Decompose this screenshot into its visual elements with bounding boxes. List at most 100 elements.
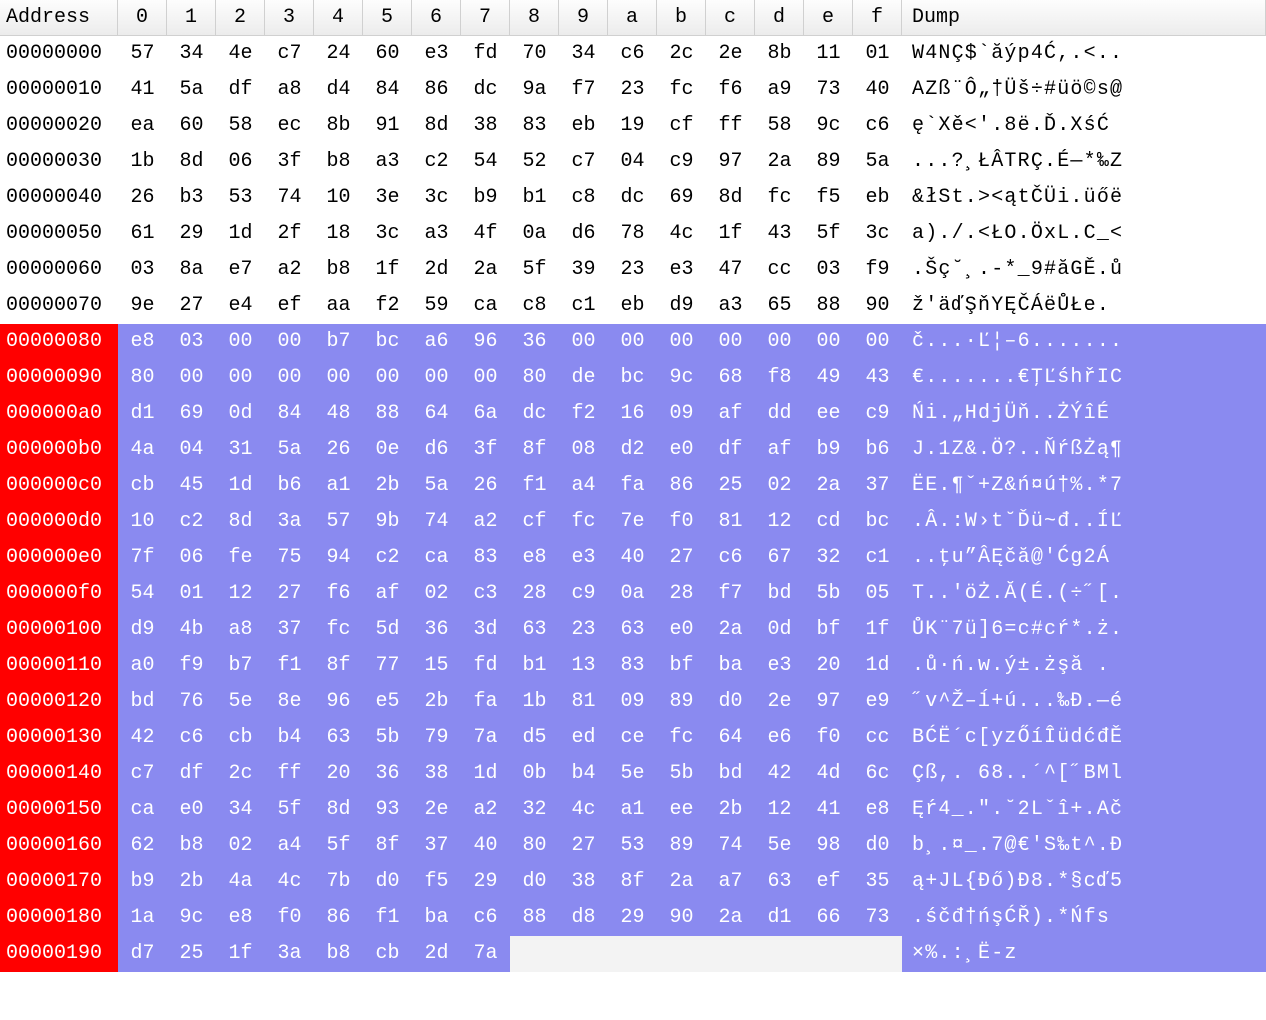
- byte-cell[interactable]: 6a: [461, 396, 510, 432]
- byte-cell[interactable]: 00: [216, 360, 265, 396]
- byte-cell[interactable]: 4a: [118, 432, 167, 468]
- byte-cell[interactable]: 40: [608, 540, 657, 576]
- header-byte-col-d[interactable]: d: [755, 0, 804, 35]
- byte-cell[interactable]: 23: [608, 72, 657, 108]
- byte-cell[interactable]: 5a: [265, 432, 314, 468]
- byte-cell[interactable]: 8d: [412, 108, 461, 144]
- dump-cell[interactable]: Çß,. 68..´^[˝BMl: [902, 756, 1266, 792]
- byte-cell[interactable]: 28: [657, 576, 706, 612]
- byte-cell[interactable]: 80: [510, 828, 559, 864]
- header-byte-col-0[interactable]: 0: [118, 0, 167, 35]
- byte-cell[interactable]: 8e: [265, 684, 314, 720]
- byte-cell[interactable]: 90: [657, 900, 706, 936]
- byte-cell[interactable]: 29: [461, 864, 510, 900]
- byte-cell[interactable]: 88: [510, 900, 559, 936]
- byte-cell[interactable]: 25: [167, 936, 216, 972]
- dump-cell[interactable]: ...?¸ŁÂTRÇ.É—*‰Z: [902, 144, 1266, 180]
- byte-cell[interactable]: e7: [216, 252, 265, 288]
- hex-row[interactable]: 0000016062b802a45f8f374080275389745e98d0…: [0, 828, 1266, 864]
- byte-cell[interactable]: f2: [559, 396, 608, 432]
- byte-cell[interactable]: ca: [118, 792, 167, 828]
- byte-cell[interactable]: 09: [608, 684, 657, 720]
- address-cell[interactable]: 000000e0: [0, 540, 118, 576]
- byte-cell[interactable]: 5f: [804, 216, 853, 252]
- dump-cell[interactable]: T..'öŻ.Ă(É.(÷˝[.: [902, 576, 1266, 612]
- byte-cell[interactable]: bd: [755, 576, 804, 612]
- byte-cell[interactable]: ca: [412, 540, 461, 576]
- byte-cell[interactable]: f7: [559, 72, 608, 108]
- address-cell[interactable]: 00000180: [0, 900, 118, 936]
- byte-cell[interactable]: fc: [314, 612, 363, 648]
- byte-cell[interactable]: 1a: [118, 900, 167, 936]
- address-cell[interactable]: 00000000: [0, 36, 118, 72]
- byte-cell[interactable]: cb: [216, 720, 265, 756]
- byte-cell[interactable]: 96: [314, 684, 363, 720]
- byte-cell[interactable]: 8d: [167, 144, 216, 180]
- byte-cell[interactable]: b8: [314, 144, 363, 180]
- byte-cell[interactable]: 39: [559, 252, 608, 288]
- byte-cell[interactable]: 78: [608, 216, 657, 252]
- hex-row[interactable]: 000000c0cb451db6a12b5a26f1a4fa8625022a37…: [0, 468, 1266, 504]
- byte-cell[interactable]: 0b: [510, 756, 559, 792]
- byte-cell[interactable]: 49: [804, 360, 853, 396]
- byte-cell[interactable]: cc: [755, 252, 804, 288]
- byte-cell[interactable]: 03: [804, 252, 853, 288]
- byte-cell[interactable]: ea: [118, 108, 167, 144]
- dump-cell[interactable]: ę`Xě<'.8ë.Ď.XśĆ: [902, 108, 1266, 144]
- hex-row[interactable]: 00000140c7df2cff2036381d0bb45e5bbd424d6c…: [0, 756, 1266, 792]
- byte-cell[interactable]: b1: [510, 180, 559, 216]
- byte-cell[interactable]: b4: [559, 756, 608, 792]
- byte-cell[interactable]: e0: [657, 432, 706, 468]
- byte-cell[interactable]: 52: [510, 144, 559, 180]
- byte-cell[interactable]: 00: [216, 324, 265, 360]
- byte-cell[interactable]: 4f: [461, 216, 510, 252]
- address-cell[interactable]: 00000020: [0, 108, 118, 144]
- byte-cell[interactable]: b9: [804, 432, 853, 468]
- dump-cell[interactable]: .ů·ń.w.ý±.żşă .: [902, 648, 1266, 684]
- header-byte-col-1[interactable]: 1: [167, 0, 216, 35]
- byte-cell[interactable]: 34: [167, 36, 216, 72]
- hex-rows[interactable]: 0000000057344ec72460e3fd7034c62c2e8b1101…: [0, 36, 1266, 972]
- byte-cell[interactable]: 23: [559, 612, 608, 648]
- byte-cell[interactable]: 4a: [216, 864, 265, 900]
- byte-cell[interactable]: f1: [363, 900, 412, 936]
- byte-cell[interactable]: 38: [412, 756, 461, 792]
- byte-cell[interactable]: 73: [853, 900, 902, 936]
- byte-cell[interactable]: 40: [461, 828, 510, 864]
- dump-cell[interactable]: ˝v^Ž–ĺ+ú...‰Đ.—é: [902, 684, 1266, 720]
- byte-cell[interactable]: 00: [314, 360, 363, 396]
- byte-cell[interactable]: 8f: [363, 828, 412, 864]
- byte-cell[interactable]: 81: [706, 504, 755, 540]
- dump-cell[interactable]: ËE.¶ˇ+Z&ń¤ú†%.*7: [902, 468, 1266, 504]
- byte-cell[interactable]: 06: [167, 540, 216, 576]
- byte-cell[interactable]: 2a: [804, 468, 853, 504]
- byte-cell[interactable]: 00: [559, 324, 608, 360]
- byte-cell[interactable]: 84: [363, 72, 412, 108]
- byte-cell[interactable]: 4c: [657, 216, 706, 252]
- hex-row[interactable]: 00000170b92b4a4c7bd0f529d0388f2aa763ef35…: [0, 864, 1266, 900]
- byte-cell[interactable]: 80: [510, 360, 559, 396]
- byte-cell[interactable]: 0a: [510, 216, 559, 252]
- byte-cell[interactable]: e5: [363, 684, 412, 720]
- byte-cell[interactable]: ee: [804, 396, 853, 432]
- byte-cell[interactable]: 9b: [363, 504, 412, 540]
- byte-cell[interactable]: 2e: [755, 684, 804, 720]
- byte-cell[interactable]: [608, 936, 657, 972]
- byte-cell[interactable]: 27: [265, 576, 314, 612]
- byte-cell[interactable]: 27: [657, 540, 706, 576]
- dump-cell[interactable]: ą+JL{Đő)Đ8.*§cď5: [902, 864, 1266, 900]
- byte-cell[interactable]: f0: [265, 900, 314, 936]
- byte-cell[interactable]: 1b: [510, 684, 559, 720]
- hex-row[interactable]: 0000000057344ec72460e3fd7034c62c2e8b1101…: [0, 36, 1266, 72]
- byte-cell[interactable]: 8f: [608, 864, 657, 900]
- byte-cell[interactable]: 69: [657, 180, 706, 216]
- byte-cell[interactable]: c6: [706, 540, 755, 576]
- byte-cell[interactable]: 26: [314, 432, 363, 468]
- byte-cell[interactable]: ed: [559, 720, 608, 756]
- hex-row[interactable]: 000000709e27e4efaaf259cac8c1ebd9a3658890…: [0, 288, 1266, 324]
- byte-cell[interactable]: 2b: [363, 468, 412, 504]
- byte-cell[interactable]: 3e: [363, 180, 412, 216]
- byte-cell[interactable]: 90: [853, 288, 902, 324]
- byte-cell[interactable]: 4c: [265, 864, 314, 900]
- hex-row[interactable]: 00000190d7251f3ab8cb2d7a ×%.:¸Ë-z: [0, 936, 1266, 972]
